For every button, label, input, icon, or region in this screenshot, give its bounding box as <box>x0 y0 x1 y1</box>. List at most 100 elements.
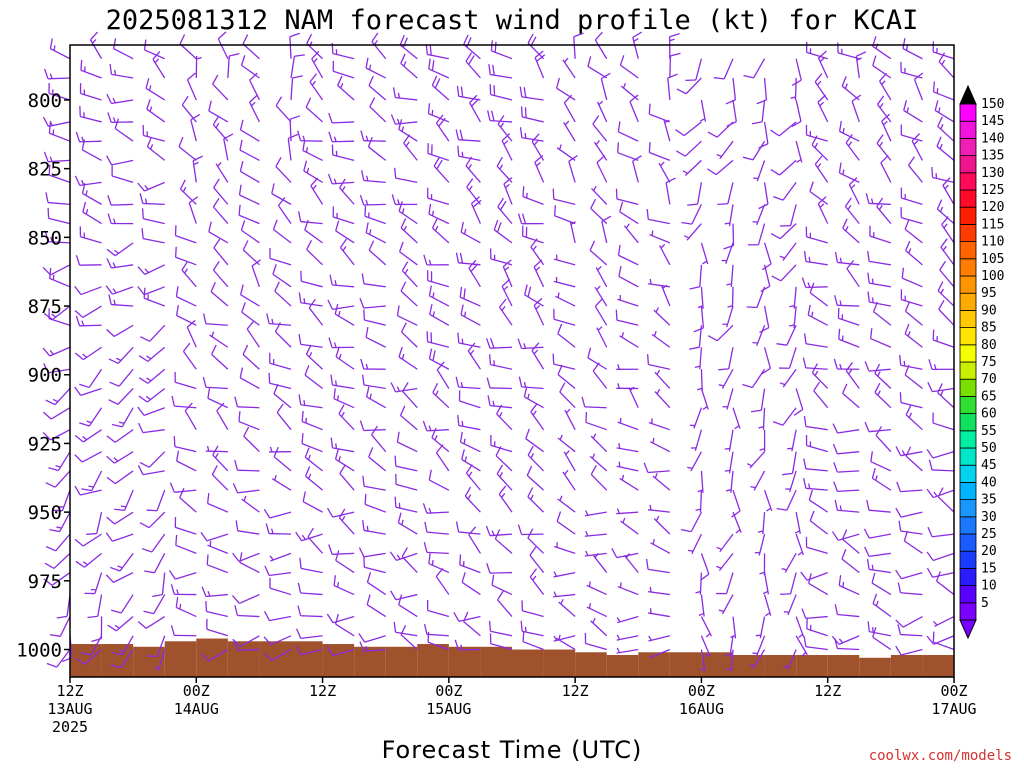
wind-barb <box>328 544 355 555</box>
colorbar-swatch <box>959 309 977 328</box>
wind-barb <box>927 381 955 393</box>
wind-barb <box>700 242 709 265</box>
wind-barb <box>428 58 450 79</box>
wind-barb <box>748 223 766 246</box>
wind-barb <box>435 114 450 142</box>
wind-barb <box>911 133 924 161</box>
wind-barb <box>870 451 892 472</box>
wind-barb <box>900 124 923 142</box>
wind-barb <box>905 240 923 266</box>
wind-barb <box>289 32 300 59</box>
wind-barb <box>295 628 323 640</box>
wind-barb <box>557 364 576 389</box>
wind-barb <box>45 192 71 206</box>
wind-barb <box>718 368 734 389</box>
y-axis: 800 825 850 875 900 925 950 975 1000 <box>16 90 70 662</box>
wind-barb <box>696 369 703 392</box>
wind-barb <box>562 57 576 79</box>
wind-barb <box>942 177 955 205</box>
colorbar-swatch <box>959 327 977 346</box>
wind-barb <box>110 594 134 614</box>
wind-barb <box>106 451 134 464</box>
wind-barb <box>905 405 923 431</box>
wind-barb <box>335 550 355 574</box>
wind-barb <box>589 240 608 266</box>
wind-barb <box>805 435 828 453</box>
wind-barb <box>623 553 639 573</box>
wind-barb <box>932 329 955 348</box>
wind-barb <box>732 511 742 534</box>
wind-barb <box>646 354 670 370</box>
wind-barb <box>629 94 639 123</box>
wind-barb <box>328 131 355 143</box>
wind-barb <box>435 444 450 472</box>
colorbar-swatch <box>959 585 977 604</box>
wind-barb <box>249 72 261 101</box>
wind-barb <box>928 459 955 472</box>
wind-barb <box>390 382 418 393</box>
wind-barb <box>423 254 449 266</box>
terrain-segment <box>606 655 639 677</box>
wind-barb <box>899 392 923 409</box>
wind-barb <box>396 431 418 453</box>
wind-barb <box>107 213 134 225</box>
wind-barb <box>939 260 955 288</box>
wind-barb <box>927 526 955 538</box>
colorbar-swatch <box>959 413 977 432</box>
wind-barb <box>298 292 323 307</box>
wind-barb <box>937 281 955 307</box>
wind-barb <box>616 383 639 390</box>
wind-barb <box>304 447 323 472</box>
wind-barb <box>211 344 229 370</box>
wind-barb <box>436 361 450 389</box>
wind-barb <box>584 550 607 557</box>
terrain-segment <box>480 646 512 677</box>
wind-barb <box>771 264 797 282</box>
wind-barb <box>725 470 734 493</box>
wind-barb <box>460 221 481 244</box>
wind-barb <box>459 431 481 453</box>
colorbar-label: 145 <box>981 114 1004 129</box>
colorbar-label: 90 <box>981 303 997 318</box>
wind-barb <box>171 395 197 409</box>
wind-barb <box>732 407 741 430</box>
wind-barb <box>431 218 450 244</box>
wind-barb <box>174 371 197 390</box>
colorbar-label: 65 <box>981 389 997 404</box>
wind-barb <box>458 390 481 409</box>
wind-barb <box>48 122 71 142</box>
wind-barb <box>488 354 513 370</box>
wind-barb <box>426 600 450 618</box>
wind-barb <box>145 78 166 101</box>
wind-barb <box>79 106 102 123</box>
wind-barb <box>334 613 355 637</box>
wind-barb <box>716 140 734 160</box>
wind-barb <box>619 55 639 79</box>
wind-barb <box>904 364 923 389</box>
terrain-segment <box>796 655 828 677</box>
wind-barb <box>107 112 134 123</box>
wind-barb <box>497 590 513 617</box>
wind-barb <box>332 60 355 79</box>
wind-barb <box>809 181 829 205</box>
wind-barb <box>776 489 797 511</box>
wind-barb <box>651 330 671 348</box>
wind-barb <box>649 648 671 659</box>
wind-barb <box>743 58 766 79</box>
wind-barb <box>184 402 197 431</box>
wind-barb <box>273 383 292 409</box>
wind-barb <box>809 510 829 535</box>
wind-barb <box>242 240 260 266</box>
wind-barb <box>817 196 829 224</box>
wind-barb <box>756 77 768 105</box>
wind-barb <box>872 593 892 618</box>
wind-barb <box>905 446 923 472</box>
wind-barb <box>188 196 199 224</box>
y-tick-label: 975 <box>28 571 62 593</box>
wind-barb <box>359 420 386 432</box>
wind-barb <box>841 76 860 101</box>
wind-barb <box>48 308 71 326</box>
wind-barb <box>182 342 197 370</box>
wind-barb <box>725 635 734 658</box>
wind-barb <box>146 489 166 512</box>
